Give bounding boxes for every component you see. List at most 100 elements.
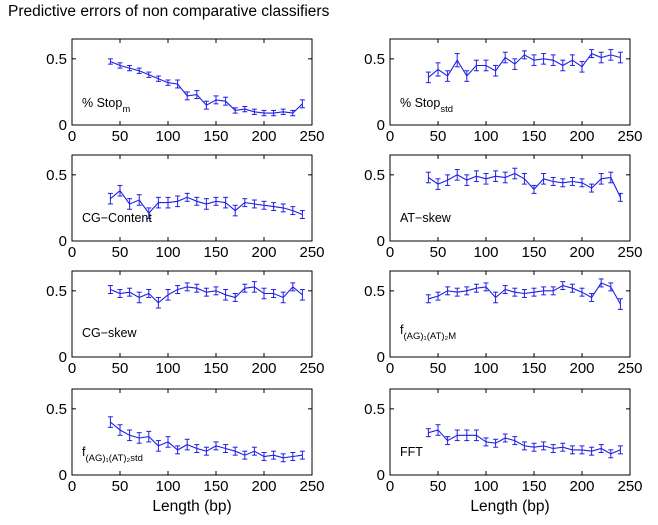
error-bar	[493, 291, 499, 304]
error-bar	[127, 198, 133, 210]
x-tick-label: 150	[521, 128, 546, 145]
figure-title: Predictive errors of non comparative cla…	[8, 3, 330, 20]
x-tick-label: 150	[521, 360, 546, 377]
axes-box	[389, 388, 631, 476]
x-tick-label: 200	[569, 128, 594, 145]
error-bar	[242, 450, 248, 460]
error-bar	[569, 283, 575, 293]
error-bar	[165, 436, 171, 448]
error-bar	[117, 424, 123, 436]
error-bar	[598, 173, 604, 185]
error-bar	[608, 49, 614, 61]
y-tick-label: 0.5	[364, 167, 385, 184]
error-bar	[608, 282, 614, 292]
panel-2: 0 50 100 150 200 250 0 0.5 % Stopstd	[364, 38, 643, 145]
error-bar	[271, 109, 277, 117]
error-bar	[541, 53, 547, 65]
error-bar	[435, 424, 441, 436]
error-bar	[617, 51, 623, 64]
error-bar	[493, 170, 499, 182]
error-bar	[464, 286, 470, 296]
error-bar	[155, 196, 161, 209]
x-tick-label: 50	[112, 128, 129, 145]
x-tick-label: 100	[155, 128, 180, 145]
error-bar	[589, 183, 595, 193]
error-bar	[261, 287, 267, 300]
error-bar	[617, 298, 623, 310]
axes-box	[71, 38, 313, 126]
error-bar	[223, 444, 229, 454]
panel-8: 0 50 100 150 200 250 0 0.5 FFT Length (bp)	[364, 388, 643, 515]
error-bar	[541, 286, 547, 296]
error-bar	[550, 54, 556, 66]
error-bar	[165, 79, 171, 86]
x-tick-label: 100	[473, 478, 498, 495]
error-bar	[280, 203, 286, 213]
x-tick-label: 0	[386, 244, 394, 261]
error-bar	[579, 287, 585, 297]
x-tick-label: 250	[299, 360, 324, 377]
error-bar	[454, 429, 460, 442]
error-bar	[589, 49, 595, 59]
error-bar	[203, 100, 209, 110]
error-bar	[521, 173, 527, 185]
error-bar	[550, 176, 556, 186]
x-tick-label: 100	[473, 244, 498, 261]
axes-box	[389, 270, 631, 358]
x-tick-label: 150	[521, 244, 546, 261]
error-bar	[165, 196, 171, 209]
y-tick-label: 0.5	[46, 401, 67, 418]
error-bar	[531, 54, 537, 66]
axes-box	[389, 154, 631, 242]
error-bar	[194, 90, 200, 100]
error-bar	[473, 59, 479, 72]
x-axis-label: Length (bp)	[152, 498, 231, 515]
error-bar	[127, 429, 133, 442]
x-tick-label: 50	[112, 244, 129, 261]
panel-label: % Stopm	[82, 96, 130, 115]
x-tick-label: 100	[155, 244, 180, 261]
error-bar	[483, 173, 489, 185]
panel-label: CG−Content	[82, 211, 152, 225]
error-bar	[165, 289, 171, 301]
error-bar	[280, 108, 286, 115]
panel-label: % Stopstd	[400, 96, 453, 115]
error-bar	[175, 79, 181, 89]
error-bar	[136, 432, 142, 444]
error-bar	[155, 440, 161, 452]
x-tick-label: 100	[155, 478, 180, 495]
error-bar	[464, 70, 470, 82]
error-bar	[251, 108, 257, 115]
x-tick-label: 250	[617, 128, 642, 145]
panel-label: CG−skew	[82, 326, 138, 340]
error-bar	[184, 192, 190, 202]
x-tick-label: 150	[203, 478, 228, 495]
error-bar	[502, 433, 508, 443]
error-bar	[445, 70, 451, 82]
x-tick-label: 150	[521, 478, 546, 495]
error-bar	[483, 59, 489, 72]
error-bar	[464, 429, 470, 442]
error-bar	[155, 75, 161, 82]
y-tick-label: 0.5	[46, 283, 67, 300]
x-tick-label: 0	[386, 360, 394, 377]
y-tick-label: 0.5	[46, 51, 67, 68]
x-tick-label: 0	[386, 128, 394, 145]
error-bar	[425, 428, 431, 438]
error-bar	[579, 60, 585, 73]
panel-label: FFT	[400, 445, 423, 459]
y-tick-label: 0	[377, 349, 385, 366]
error-bar	[425, 71, 431, 84]
error-bar	[155, 296, 161, 309]
x-tick-label: 0	[68, 244, 76, 261]
x-tick-label: 50	[112, 478, 129, 495]
error-bar	[502, 171, 508, 184]
x-tick-label: 250	[299, 244, 324, 261]
error-bar	[251, 446, 257, 456]
error-bar	[251, 199, 257, 209]
error-bar	[107, 58, 113, 65]
error-bar	[493, 438, 499, 448]
panel-6: 0 50 100 150 200 250 0 0.5 f(AG)₁(AT)₂M	[364, 270, 643, 377]
x-tick-label: 250	[299, 478, 324, 495]
axes-box	[71, 388, 313, 476]
